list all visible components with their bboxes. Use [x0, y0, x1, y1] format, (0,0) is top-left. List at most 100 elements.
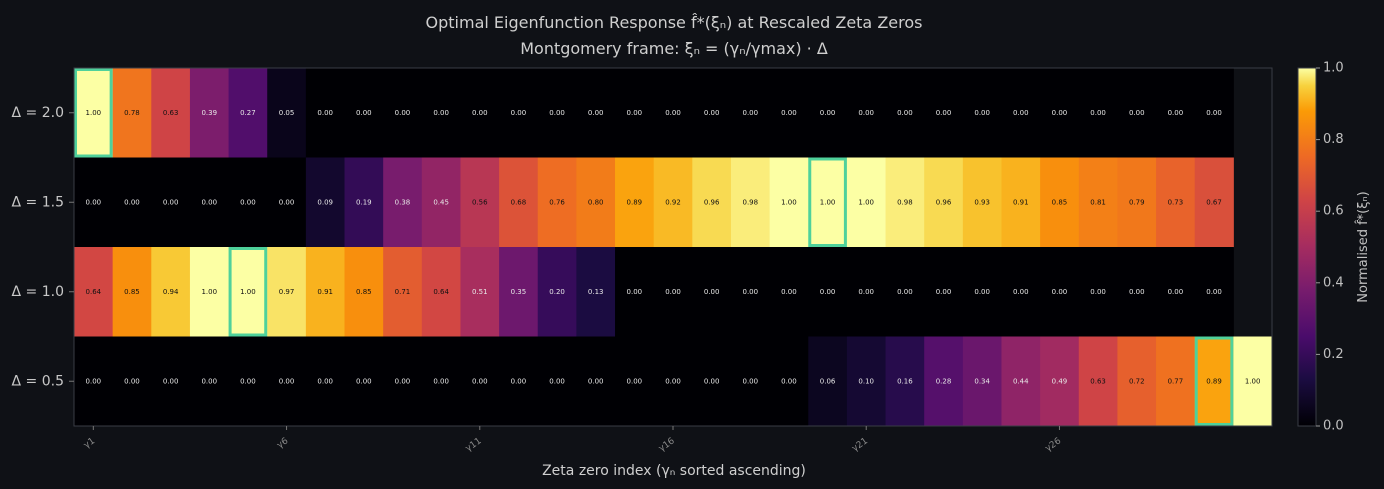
cell-value-label: 0.39 [201, 109, 217, 117]
cell-value-label: 0.00 [356, 377, 372, 385]
cell-value-label: 0.00 [201, 198, 217, 206]
heatmap-cell [499, 157, 539, 248]
cell-value-label: 1.00 [820, 198, 836, 206]
heatmap-cell [267, 247, 307, 337]
cell-value-label: 0.00 [936, 109, 952, 117]
heatmap-cell [537, 68, 577, 158]
cell-value-label: 0.72 [1129, 377, 1145, 385]
cell-value-label: 0.00 [1090, 109, 1106, 117]
heatmap-cell [1001, 157, 1041, 248]
heatmap-cell [1117, 157, 1157, 248]
cell-value-label: 0.73 [1168, 198, 1184, 206]
colorbar-tick-label: 0.8 [1323, 132, 1344, 147]
heatmap-cell [228, 336, 268, 427]
heatmap-cell [344, 247, 384, 337]
heatmap-cell [537, 157, 577, 248]
heatmap-cell [653, 336, 693, 427]
cell-value-label: 0.00 [704, 109, 720, 117]
y-tick-label: Δ = 0.5 [12, 373, 64, 389]
cell-value-label: 0.71 [395, 288, 411, 296]
cell-value-label: 0.00 [511, 109, 527, 117]
heatmap-cell [1194, 336, 1234, 427]
heatmap-cell [499, 247, 539, 337]
cell-value-label: 0.00 [240, 377, 256, 385]
cell-value-label: 0.94 [163, 288, 179, 296]
heatmap-cell [1040, 68, 1080, 158]
heatmap-cell [344, 336, 384, 427]
heatmap-cell [615, 157, 655, 248]
cell-value-label: 0.00 [781, 288, 797, 296]
heatmap-cell [808, 336, 848, 427]
cell-value-label: 0.79 [1129, 198, 1145, 206]
heatmap-cell [692, 336, 732, 427]
x-tick-label: γ6 [275, 436, 290, 451]
cell-value-label: 0.63 [163, 109, 179, 117]
heatmap-cell [344, 157, 384, 248]
cell-value-label: 0.10 [858, 377, 874, 385]
cell-value-label: 0.00 [163, 198, 179, 206]
cell-value-label: 0.00 [1090, 288, 1106, 296]
cell-value-label: 0.00 [124, 377, 140, 385]
heatmap-cell [1117, 336, 1157, 427]
max-highlight-box [74, 68, 113, 158]
cell-value-label: 0.05 [279, 109, 295, 117]
cell-value-label: 0.16 [897, 377, 913, 385]
cell-value-label: 0.64 [86, 288, 102, 296]
cell-value-label: 0.00 [124, 198, 140, 206]
heatmap-cell [74, 247, 114, 337]
cell-value-label: 0.93 [974, 198, 990, 206]
cell-value-label: 0.00 [897, 288, 913, 296]
cell-value-label: 0.00 [974, 288, 990, 296]
heatmap-cell [1194, 157, 1234, 248]
heatmap-cell [151, 336, 191, 427]
cell-value-label: 0.00 [279, 198, 295, 206]
heatmap-cell [962, 68, 1002, 158]
heatmap-cell [383, 157, 423, 248]
cell-value-label: 0.00 [433, 109, 449, 117]
cell-value-label: 0.00 [511, 377, 527, 385]
cell-value-label: 0.00 [627, 109, 643, 117]
heatmap-cell [74, 157, 114, 248]
cell-value-label: 0.77 [1168, 377, 1184, 385]
heatmap-cell [1156, 336, 1196, 427]
heatmap-cell [305, 157, 346, 248]
cell-value-label: 0.00 [1206, 109, 1222, 117]
heatmap-cell [383, 68, 423, 158]
heatmap-cell [924, 157, 964, 248]
heatmap-cell [808, 157, 848, 248]
cell-value-label: 0.13 [588, 288, 604, 296]
cell-value-label: 0.98 [742, 198, 758, 206]
heatmap-cell [499, 336, 539, 427]
cell-value-label: 0.76 [549, 198, 565, 206]
x-tick-label: γ26 [1044, 436, 1064, 454]
cell-value-label: 0.38 [395, 198, 411, 206]
heatmap-cell [1040, 247, 1080, 337]
heatmap-cell [460, 157, 500, 248]
heatmap-cell [769, 157, 809, 248]
cell-value-label: 0.00 [858, 288, 874, 296]
cell-value-label: 0.85 [124, 288, 140, 296]
heatmap-cell [846, 336, 887, 427]
heatmap-cell [189, 247, 230, 337]
cell-value-label: 0.00 [665, 288, 681, 296]
cell-value-label: 0.00 [201, 377, 217, 385]
cell-value-label: 0.45 [433, 198, 449, 206]
cell-value-label: 0.89 [627, 198, 643, 206]
cell-value-label: 0.00 [240, 198, 256, 206]
heatmap-cell [885, 157, 925, 248]
heatmap-cell [730, 336, 771, 427]
cell-value-label: 0.85 [1052, 198, 1068, 206]
cell-value-label: 0.00 [472, 109, 488, 117]
cell-value-label: 0.00 [317, 109, 333, 117]
cell-value-label: 0.49 [1052, 377, 1068, 385]
heatmap-cell [1001, 68, 1041, 158]
heatmap-cell [962, 336, 1002, 427]
cell-value-label: 0.00 [1013, 109, 1029, 117]
cell-value-label: 0.00 [588, 377, 604, 385]
cell-value-label: 0.97 [279, 288, 295, 296]
heatmap-cell [151, 157, 191, 248]
heatmap-cell [1194, 68, 1234, 158]
cell-value-label: 0.06 [820, 377, 836, 385]
cell-value-label: 0.80 [588, 198, 604, 206]
cell-value-label: 0.91 [1013, 198, 1029, 206]
